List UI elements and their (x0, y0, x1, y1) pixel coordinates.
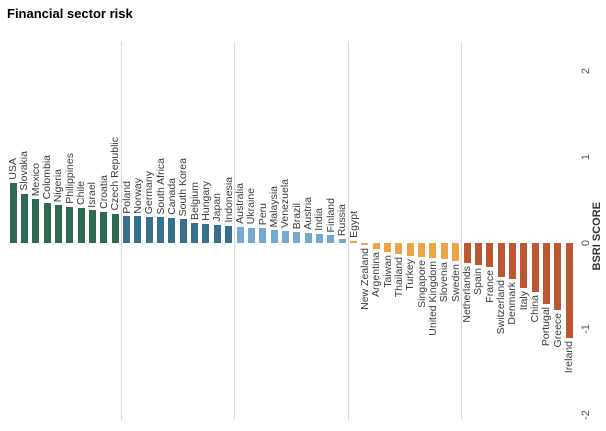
bar-china[interactable] (531, 243, 539, 293)
bar-label-indonesia: Indonesia (222, 177, 235, 223)
bar-canada[interactable] (168, 218, 176, 243)
bar-usa[interactable] (9, 182, 17, 243)
bar-label-france: France (483, 270, 496, 303)
bar-label-egypt: Egypt (347, 211, 360, 239)
bar-slovakia[interactable] (20, 193, 28, 243)
bar-brazil[interactable] (293, 231, 301, 243)
bar-label-sweden: Sweden (449, 264, 462, 302)
bar-label-slovakia: Slovakia (18, 151, 31, 191)
bar-label-portugal: Portugal (540, 307, 553, 347)
bar-label-ukraine: Ukraine (245, 188, 258, 225)
bar-germany[interactable] (145, 217, 153, 243)
bar-spain[interactable] (474, 243, 482, 266)
bar-slovenia[interactable] (440, 243, 448, 260)
bar-label-taiwan: Taiwan (381, 254, 394, 288)
bar-netherlands[interactable] (463, 243, 471, 263)
bar-label-russia: Russia (336, 203, 349, 236)
bar-ukraine[interactable] (247, 227, 255, 243)
bar-united-kingdom[interactable] (429, 243, 437, 258)
bar-label-philippines: Philippines (63, 153, 76, 204)
bar-czech-republic[interactable] (111, 213, 119, 243)
bar-label-israel: Israel (86, 181, 99, 208)
bar-label-finland: Finland (324, 197, 337, 233)
bar-taiwan[interactable] (384, 243, 392, 252)
gridline (120, 42, 122, 420)
bar-greece[interactable] (554, 243, 562, 311)
bar-australia[interactable] (236, 226, 244, 243)
bar-russia[interactable] (338, 238, 346, 243)
bar-label-spain: Spain (472, 268, 485, 296)
bar-label-belgium: Belgium (188, 182, 201, 221)
y-tick-0: 0 (580, 239, 592, 247)
bar-label-czech-republic: Czech Republic (109, 137, 122, 211)
bar-label-ireland: Ireland (563, 340, 576, 373)
bar-label-south-korea: South Korea (177, 157, 190, 216)
bar-south-africa[interactable] (157, 217, 165, 243)
bar-south-korea[interactable] (179, 218, 187, 243)
bar-label-india: India (313, 207, 326, 231)
bar-label-germany: Germany (143, 171, 156, 215)
bar-finland[interactable] (327, 235, 335, 243)
bar-label-croatia: Croatia (97, 175, 110, 210)
bar-thailand[interactable] (395, 243, 403, 255)
bar-israel[interactable] (88, 210, 96, 243)
y-tick-2: 2 (580, 67, 592, 75)
bar-singapore[interactable] (418, 243, 426, 257)
bar-india[interactable] (315, 233, 323, 243)
bar-turkey[interactable] (406, 243, 414, 256)
y-tick--1: -1 (580, 324, 592, 334)
bar-peru[interactable] (259, 228, 267, 243)
bar-label-japan: Japan (211, 193, 224, 222)
bar-italy[interactable] (520, 243, 528, 288)
bar-label-slovenia: Slovenia (438, 262, 451, 303)
bar-label-venezuela: Venezuela (279, 178, 292, 228)
bar-chile[interactable] (77, 207, 85, 243)
y-tick--2: -2 (580, 410, 592, 420)
bar-philippines[interactable] (66, 206, 74, 243)
bar-sweden[interactable] (452, 243, 460, 262)
bar-argentina[interactable] (372, 243, 380, 250)
bar-france[interactable] (486, 243, 494, 268)
gridline (461, 42, 463, 420)
bar-label-poland: Poland (120, 180, 133, 214)
bar-croatia[interactable] (100, 212, 108, 243)
gridline (347, 42, 349, 420)
gridline (234, 42, 236, 420)
bar-egypt[interactable] (350, 241, 357, 243)
bar-label-mexico: Mexico (29, 162, 42, 197)
bar-label-denmark: Denmark (506, 282, 519, 325)
bar-new-zealand[interactable] (361, 243, 369, 245)
bar-austria[interactable] (304, 232, 312, 243)
bar-ireland[interactable] (565, 243, 573, 338)
bar-label-peru: Peru (256, 203, 269, 226)
bar-denmark[interactable] (508, 243, 516, 280)
y-tick-1: 1 (580, 153, 592, 161)
bar-hungary[interactable] (202, 224, 210, 243)
bar-label-south-africa: South Africa (154, 157, 167, 215)
bar-label-nigeria: Nigeria (52, 168, 65, 203)
chart-title: Financial sector risk (7, 6, 133, 21)
bar-indonesia[interactable] (225, 225, 233, 243)
bar-label-greece: Greece (551, 313, 564, 348)
bar-malaysia[interactable] (270, 230, 278, 243)
bar-portugal[interactable] (542, 243, 550, 305)
bar-poland[interactable] (123, 216, 130, 243)
bar-japan[interactable] (213, 224, 221, 243)
bar-mexico[interactable] (32, 199, 40, 243)
bar-label-brazil: Brazil (290, 202, 303, 229)
bar-colombia[interactable] (43, 202, 51, 243)
bar-label-italy: Italy (517, 290, 530, 310)
bar-label-turkey: Turkey (404, 258, 417, 291)
bar-venezuela[interactable] (281, 230, 289, 243)
bar-label-singapore: Singapore (415, 259, 428, 308)
bar-nigeria[interactable] (54, 205, 62, 243)
bar-norway[interactable] (134, 216, 142, 243)
bar-switzerland[interactable] (497, 243, 505, 278)
bar-belgium[interactable] (191, 223, 199, 243)
bar-label-argentina: Argentina (370, 252, 383, 297)
